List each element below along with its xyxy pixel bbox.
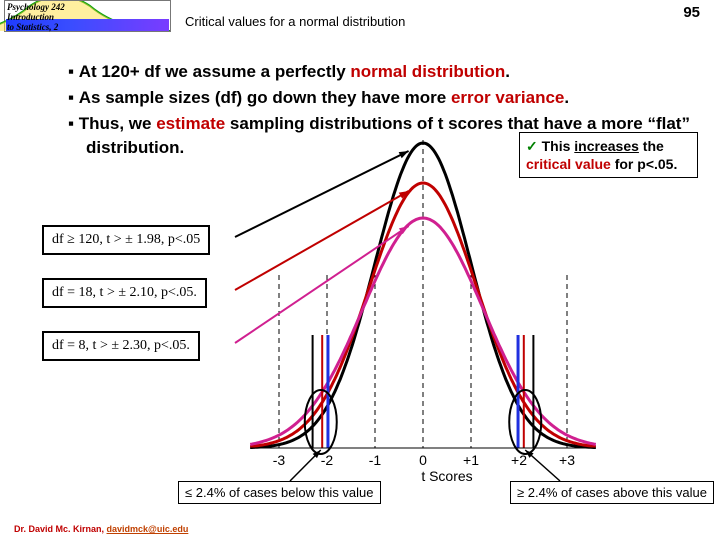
svg-text:t Scores: t Scores	[421, 468, 472, 484]
svg-text:+2: +2	[511, 452, 527, 468]
svg-text:+3: +3	[559, 452, 575, 468]
course-text: Psychology 242 Introduction to Statistic…	[7, 2, 65, 32]
svg-text:0: 0	[419, 452, 427, 468]
svg-text:-2: -2	[321, 452, 334, 468]
footer: Dr. David Mc. Kirnan, davidmck@uic.edu	[14, 524, 188, 534]
svg-text:-3: -3	[273, 452, 286, 468]
bullet-2: As sample sizes (df) go down they have m…	[68, 86, 720, 110]
svg-text:+1: +1	[463, 452, 479, 468]
chart-svg: -3 -2 -1 0 +1 +2 +3 t Scores	[0, 110, 720, 510]
author-mail: davidmck@uic.edu	[107, 524, 189, 534]
author-name: Dr. David Mc. Kirnan,	[14, 524, 107, 534]
course-logo: Psychology 242 Introduction to Statistic…	[4, 0, 171, 32]
slide-header: Psychology 242 Introduction to Statistic…	[0, 0, 720, 36]
course-line2: Introduction	[7, 12, 54, 22]
slide-title: Critical values for a normal distributio…	[185, 14, 405, 29]
page-number: 95	[683, 4, 700, 21]
bullet-1: At 120+ df we assume a perfectly normal …	[68, 60, 720, 84]
course-line1: Psychology 242	[7, 2, 65, 12]
right-tail-note: ≥ 2.4% of cases above this value	[510, 481, 714, 504]
course-line3: to Statistics, 2	[7, 22, 58, 32]
svg-text:-1: -1	[369, 452, 382, 468]
left-tail-note: ≤ 2.4% of cases below this value	[178, 481, 381, 504]
distribution-chart: -3 -2 -1 0 +1 +2 +3 t Scores	[0, 110, 720, 510]
